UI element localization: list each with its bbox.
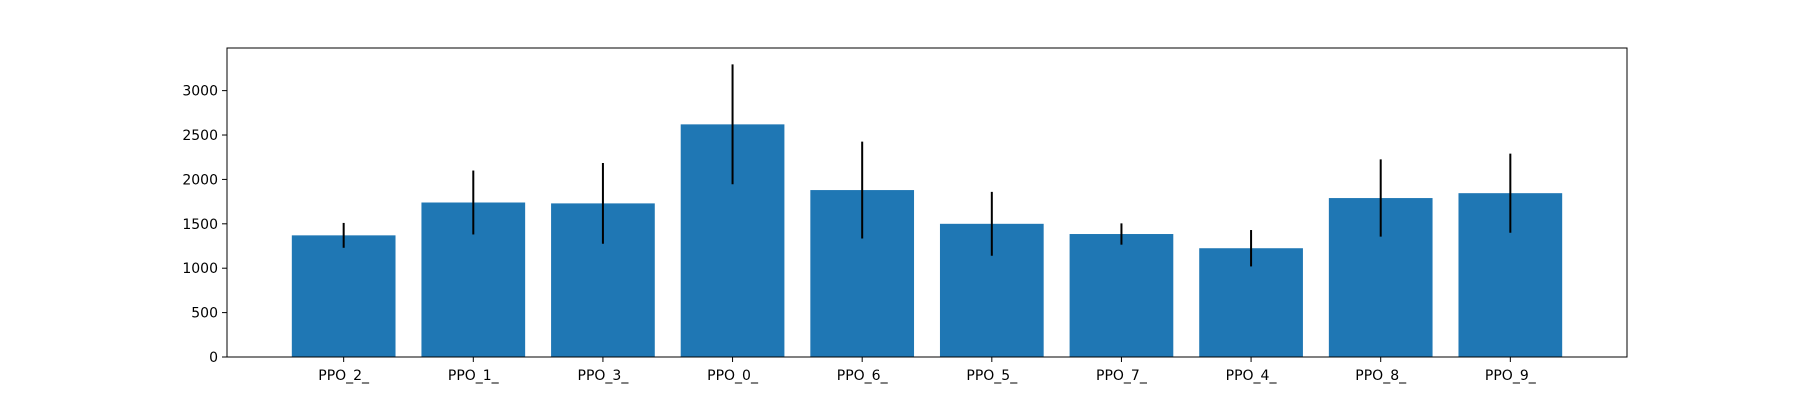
bar-PPO_7_ <box>1069 234 1174 357</box>
x-tick-label: PPO_5_ <box>966 368 1018 384</box>
x-tick-label: PPO_8_ <box>1355 368 1407 384</box>
error-bars-layer <box>342 64 1512 267</box>
y-tick-label: 2000 <box>182 172 218 188</box>
y-axis: 0 500 1000 1500 2000 2500 3000 <box>182 84 227 366</box>
x-tick-label: PPO_9_ <box>1485 368 1537 384</box>
x-tick-label: PPO_6_ <box>837 368 889 384</box>
y-tick-label: 1000 <box>182 261 218 277</box>
y-tick-label: 1500 <box>182 217 218 233</box>
y-tick-label: 3000 <box>182 84 218 100</box>
bars-layer <box>291 124 1563 358</box>
x-tick-label: PPO_2_ <box>318 368 370 384</box>
x-tick-label: PPO_0_ <box>707 368 759 384</box>
x-tick-label: PPO_4_ <box>1226 368 1278 384</box>
plot-frame <box>226 47 1628 358</box>
y-tick-label: 2500 <box>182 128 218 144</box>
x-tick-label: PPO_1_ <box>448 368 500 384</box>
bar-PPO_2_ <box>291 235 396 357</box>
x-axis: PPO_2_ PPO_1_ PPO_3_ PPO_0_ PPO_6_ PPO_5_ PPO_… <box>318 357 1537 384</box>
y-tick-label: 0 <box>209 350 218 366</box>
y-tick-label: 500 <box>191 306 218 322</box>
x-tick-label: PPO_3_ <box>578 368 630 384</box>
x-tick-label: PPO_7_ <box>1096 368 1148 384</box>
